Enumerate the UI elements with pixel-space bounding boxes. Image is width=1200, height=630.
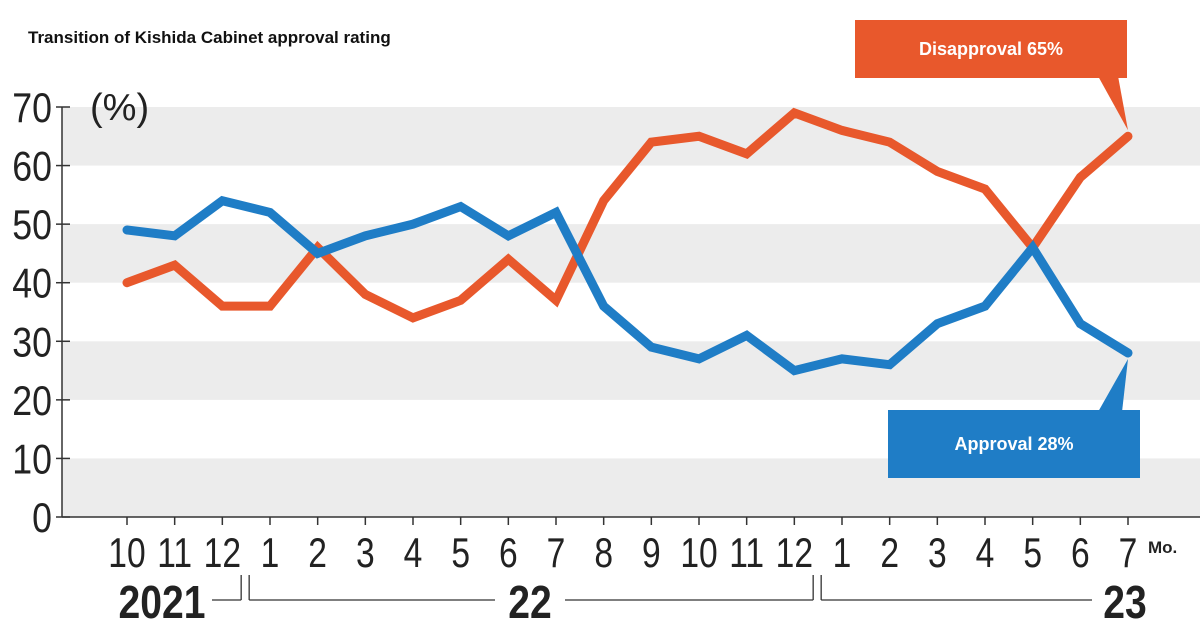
x-tick-label: 10 — [680, 531, 717, 577]
x-tick-label: 2 — [880, 531, 899, 577]
year-label: 22 — [508, 577, 551, 629]
y-tick-label: 40 — [12, 261, 52, 307]
approval-callout: Approval 28% — [888, 410, 1140, 478]
x-axis-unit: Mo. — [1148, 538, 1177, 557]
x-tick-label: 6 — [499, 531, 518, 577]
y-tick-label: 50 — [12, 203, 52, 249]
y-tick-label: 30 — [12, 320, 52, 366]
x-tick-label: 4 — [404, 531, 423, 577]
grid-band — [62, 341, 1200, 400]
x-tick-label: 11 — [729, 531, 764, 577]
x-tick-label: 12 — [204, 531, 241, 577]
grid-band — [62, 107, 1200, 166]
x-tick-label: 7 — [1119, 531, 1138, 577]
year-label: 23 — [1103, 577, 1146, 629]
y-tick-label: 70 — [12, 85, 52, 131]
x-tick-label: 6 — [1071, 531, 1090, 577]
disapproval-pointer — [1098, 76, 1128, 131]
x-tick-label: 5 — [1023, 531, 1042, 577]
x-tick-label: 2 — [308, 531, 327, 577]
approval-pointer — [1098, 359, 1128, 412]
series-line-approval — [122, 195, 1133, 376]
x-tick-label: 8 — [594, 531, 613, 577]
y-tick-label: 60 — [12, 144, 52, 190]
x-tick-label: 4 — [976, 531, 995, 577]
x-tick-label: 3 — [928, 531, 947, 577]
chart-title: Transition of Kishida Cabinet approval r… — [28, 28, 391, 47]
x-tick-label: 7 — [547, 531, 566, 577]
year-label: 2021 — [119, 577, 206, 629]
series-line-disapproval — [122, 107, 1133, 323]
x-tick-label: 9 — [642, 531, 661, 577]
x-tick-label: 1 — [833, 531, 852, 577]
x-tick-label: 12 — [776, 531, 813, 577]
y-tick-label: 20 — [12, 378, 52, 424]
x-tick-label: 10 — [108, 531, 145, 577]
x-tick-label: 3 — [356, 531, 375, 577]
x-tick-label: 1 — [261, 531, 280, 577]
y-axis-label: (%) — [90, 87, 149, 129]
y-tick-label: 0 — [32, 495, 52, 541]
y-tick-label: 10 — [12, 437, 52, 483]
x-tick-label: 5 — [451, 531, 470, 577]
x-tick-label: 11 — [157, 531, 192, 577]
disapproval-callout: Disapproval 65% — [855, 20, 1127, 78]
